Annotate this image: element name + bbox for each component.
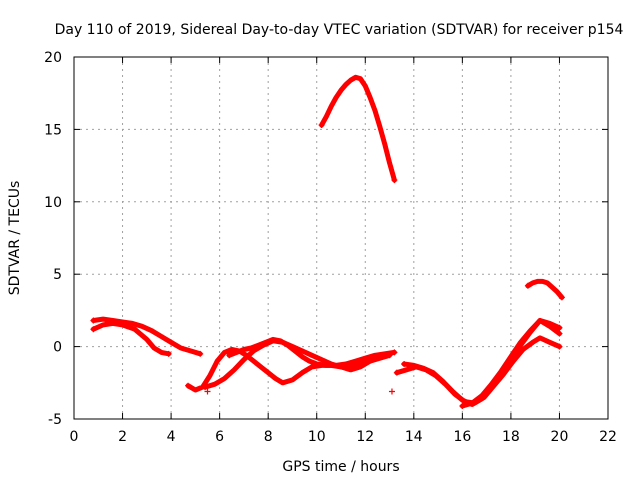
data-point <box>556 330 563 337</box>
data-point <box>393 369 400 376</box>
series-band <box>401 318 562 407</box>
data-point <box>558 294 565 301</box>
chart-title: Day 110 of 2019, Sidereal Day-to-day VTE… <box>55 22 624 38</box>
y-axis-label: SDTVAR / TECUs <box>7 181 23 296</box>
y-tick-label: -5 <box>48 412 62 428</box>
y-tick-label: 0 <box>53 340 62 356</box>
x-tick-label: 0 <box>70 429 79 445</box>
data-point <box>226 352 233 359</box>
data-point <box>459 402 466 409</box>
series-band <box>90 316 203 357</box>
data-point <box>388 388 395 395</box>
series-band <box>319 74 397 183</box>
tick-layer: 0 2 4 6 8 10 12 14 16 18 20 22 -5 0 5 10 15 20 <box>44 50 617 445</box>
data-point <box>185 382 192 389</box>
series-band <box>202 338 392 390</box>
y-tick-label: 5 <box>53 267 62 283</box>
x-tick-label: 14 <box>405 429 423 445</box>
data-point <box>556 343 563 350</box>
series-band <box>459 318 562 409</box>
series-band <box>185 347 392 393</box>
data-point <box>165 350 172 357</box>
data-series-track-j <box>524 278 565 301</box>
data-point <box>524 282 531 289</box>
data-point <box>391 177 398 184</box>
data-series-track-e <box>226 336 398 368</box>
data-series-track-f <box>318 74 398 184</box>
x-tick-label: 2 <box>118 429 127 445</box>
x-tick-label: 10 <box>308 429 326 445</box>
x-tick-label: 18 <box>502 429 520 445</box>
data-point <box>197 350 204 357</box>
data-point <box>90 326 97 333</box>
x-tick-label: 22 <box>599 429 617 445</box>
plot-frame <box>73 56 609 420</box>
x-tick-label: 8 <box>264 429 273 445</box>
y-tick-label: 20 <box>44 50 62 66</box>
series-band <box>394 335 562 406</box>
x-tick-label: 16 <box>453 429 471 445</box>
series-band <box>90 320 172 357</box>
data-point <box>202 384 209 391</box>
data-point <box>90 317 97 324</box>
x-tick-label: 12 <box>356 429 374 445</box>
data-series-track-i <box>459 318 563 409</box>
x-axis-label: GPS time / hours <box>282 459 399 475</box>
data-series-track-b <box>90 320 172 357</box>
x-tick-label: 6 <box>215 429 224 445</box>
data-series-track-a <box>90 316 204 357</box>
y-tick-label: 10 <box>44 195 62 211</box>
data-point <box>391 349 398 356</box>
data-point <box>318 122 325 129</box>
x-tick-label: 20 <box>551 429 569 445</box>
series-band <box>226 336 397 368</box>
outlier-points <box>204 388 395 395</box>
data-point <box>401 360 408 367</box>
y-tick-label: 15 <box>44 122 62 138</box>
x-tick-label: 4 <box>167 429 176 445</box>
data-point <box>556 324 563 331</box>
series-band <box>525 278 565 300</box>
data-layer <box>90 74 565 409</box>
data-point <box>204 388 211 395</box>
data-series-track-h <box>401 318 563 407</box>
data-series-track-g <box>393 335 563 406</box>
